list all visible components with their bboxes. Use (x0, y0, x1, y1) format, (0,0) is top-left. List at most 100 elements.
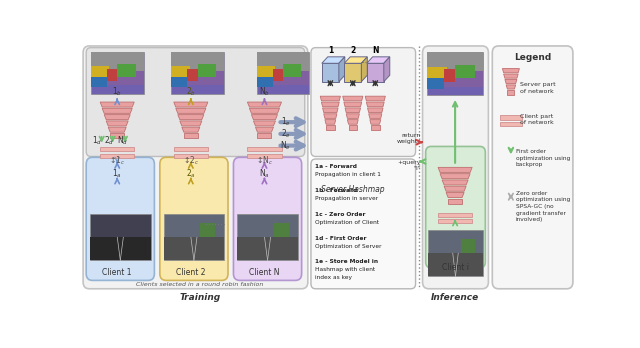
Bar (91, 52, 143, 94)
Bar (428, 253, 483, 276)
Polygon shape (508, 90, 515, 95)
Text: Training: Training (179, 293, 221, 302)
Bar (248, 154, 282, 158)
FancyBboxPatch shape (311, 159, 415, 289)
Bar (273, 223, 289, 237)
Polygon shape (349, 126, 357, 130)
Text: Client N: Client N (249, 268, 280, 277)
Polygon shape (106, 121, 128, 126)
Polygon shape (504, 74, 518, 78)
Text: 1a - Forward: 1a - Forward (315, 164, 357, 169)
Polygon shape (320, 96, 340, 101)
Text: Legend: Legend (514, 54, 551, 63)
Polygon shape (448, 199, 462, 204)
Bar (257, 66, 275, 77)
Bar (91, 66, 109, 77)
Bar (172, 66, 190, 77)
Text: ↕N$_c$: ↕N$_c$ (256, 155, 273, 167)
Bar (257, 71, 309, 85)
Polygon shape (252, 114, 278, 120)
Polygon shape (367, 63, 384, 82)
Bar (428, 78, 444, 89)
Polygon shape (110, 133, 124, 139)
Text: 1$_a$: 1$_a$ (112, 168, 122, 180)
Polygon shape (100, 102, 134, 107)
Bar (107, 69, 117, 81)
FancyBboxPatch shape (86, 157, 154, 280)
Polygon shape (257, 133, 271, 139)
Bar (164, 237, 224, 260)
Text: Server part
of network: Server part of network (520, 82, 556, 94)
Bar (237, 237, 298, 260)
Bar (283, 64, 301, 77)
Polygon shape (365, 96, 385, 101)
Polygon shape (323, 108, 338, 112)
Text: .......: ....... (205, 217, 226, 227)
Polygon shape (370, 120, 381, 124)
Bar (438, 213, 472, 217)
Polygon shape (367, 57, 390, 63)
Polygon shape (253, 121, 275, 126)
Text: Server Hashmap: Server Hashmap (321, 185, 385, 193)
FancyBboxPatch shape (160, 157, 228, 280)
Polygon shape (248, 102, 282, 107)
Bar (117, 64, 136, 77)
Polygon shape (182, 127, 200, 132)
Polygon shape (324, 114, 337, 118)
Polygon shape (326, 126, 335, 130)
Text: Propagation in client 1: Propagation in client 1 (315, 172, 381, 177)
Polygon shape (344, 102, 362, 106)
Bar (90, 214, 150, 260)
Bar (273, 69, 283, 81)
Bar (455, 65, 475, 78)
Text: Client 2: Client 2 (176, 268, 205, 277)
Polygon shape (345, 108, 360, 112)
Polygon shape (321, 102, 339, 106)
Bar (174, 154, 208, 158)
Polygon shape (371, 126, 380, 130)
Bar (174, 147, 208, 151)
Bar (172, 71, 224, 85)
Polygon shape (322, 63, 339, 82)
Text: return
weights: return weights (397, 134, 421, 144)
Bar (428, 71, 483, 87)
Polygon shape (348, 120, 358, 124)
Text: Optimization of Server: Optimization of Server (315, 244, 381, 248)
Text: Optimization of Client: Optimization of Client (315, 220, 379, 225)
Text: First order
optimization using
backprop: First order optimization using backprop (516, 149, 570, 167)
Polygon shape (255, 127, 273, 132)
FancyBboxPatch shape (83, 46, 308, 289)
Text: N: N (372, 46, 378, 55)
Text: 1b - Forward: 1b - Forward (315, 188, 357, 193)
Bar (100, 154, 134, 158)
Polygon shape (444, 186, 466, 191)
Polygon shape (446, 192, 464, 198)
Polygon shape (506, 85, 516, 89)
Polygon shape (505, 79, 517, 84)
Bar (428, 52, 483, 71)
FancyBboxPatch shape (234, 157, 301, 280)
Text: 1: 1 (328, 46, 333, 55)
Text: 1e - Store Model in: 1e - Store Model in (315, 260, 378, 264)
Polygon shape (442, 180, 468, 185)
Polygon shape (344, 63, 362, 82)
Bar (257, 77, 273, 87)
Bar (100, 147, 134, 151)
Text: Clients selected in a round robin fashion: Clients selected in a round robin fashio… (136, 282, 264, 287)
Polygon shape (344, 57, 367, 63)
Text: Propagation in server: Propagation in server (315, 196, 378, 201)
Bar (444, 69, 455, 82)
Text: Zero order
optimization using
SPSA-GC (no
gradient transfer
involved): Zero order optimization using SPSA-GC (n… (516, 191, 570, 222)
Text: 2$_b$: 2$_b$ (186, 85, 196, 98)
Bar (91, 52, 143, 71)
Text: N$_e$: N$_e$ (280, 139, 291, 152)
Polygon shape (440, 174, 470, 179)
Bar (188, 69, 198, 81)
Bar (172, 52, 224, 94)
Bar (500, 116, 522, 120)
Polygon shape (250, 108, 280, 113)
FancyBboxPatch shape (426, 147, 485, 268)
Bar (164, 214, 224, 260)
Text: 1$_e$: 1$_e$ (281, 116, 291, 128)
Text: +query
"i": +query "i" (397, 160, 421, 171)
